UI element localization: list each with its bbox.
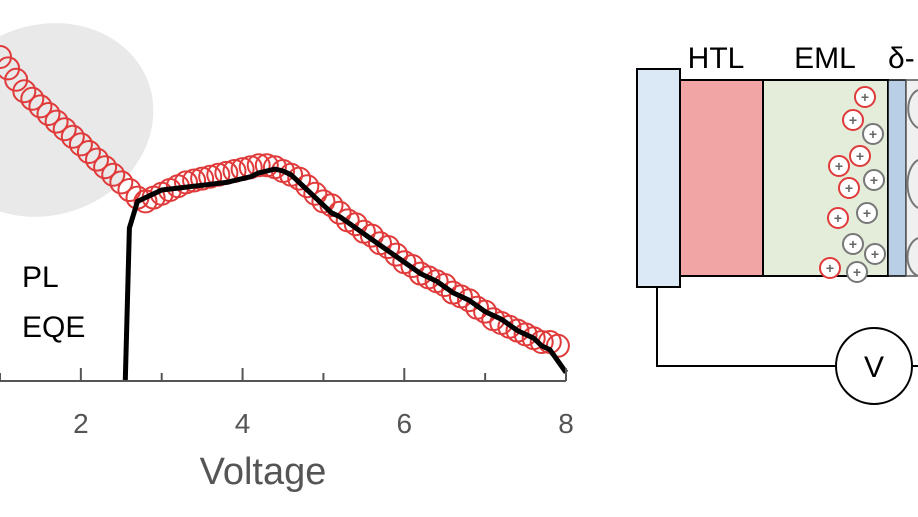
pl-data-point	[12, 79, 37, 104]
pl-data-point	[254, 153, 279, 178]
pl-data-point	[376, 235, 401, 259]
pl-data-point	[303, 181, 328, 206]
layer-label-eml: EML	[794, 42, 856, 75]
x-tick-label: 2	[73, 408, 89, 439]
pl-data-point	[44, 109, 69, 134]
positive-charge-icon: +	[854, 86, 876, 108]
positive-charge-icon: +	[842, 233, 864, 255]
pl-data-point	[60, 124, 85, 149]
svg-text:+: +	[849, 236, 857, 252]
pl-data-point	[68, 132, 93, 157]
pl-data-point	[400, 254, 425, 278]
dipole-outline	[906, 89, 918, 277]
pl-data-point	[457, 288, 481, 313]
positive-charge-icon: +	[846, 261, 868, 283]
pl-data-point	[198, 164, 223, 189]
positive-charge-icon: +	[849, 145, 871, 167]
x-axis-label: Voltage	[200, 451, 327, 493]
pl-data-point	[101, 162, 126, 187]
pl-data-point	[174, 170, 198, 195]
pl-data-point	[52, 117, 77, 142]
positive-charge-icon: +	[842, 109, 864, 131]
x-tick-label: 8	[558, 408, 574, 439]
pl-data-point	[76, 140, 101, 164]
pl-data-point	[93, 155, 118, 180]
svg-text:+: +	[826, 260, 834, 276]
pl-data-point	[28, 94, 53, 119]
svg-text:+: +	[856, 148, 864, 164]
layer-right	[905, 79, 918, 277]
electrode-left	[636, 68, 681, 288]
layer-delta	[887, 79, 907, 277]
positive-charge-icon: +	[864, 243, 886, 265]
voltmeter-label: V	[864, 351, 884, 384]
svg-text:+: +	[869, 126, 877, 142]
pl-data-point	[182, 168, 207, 193]
pl-data-point	[432, 273, 457, 297]
positive-charge-icon: +	[863, 169, 885, 191]
x-tick-label: 4	[235, 408, 251, 439]
layer-label-htl: HTL	[688, 42, 745, 75]
positive-charge-icon: +	[838, 177, 860, 199]
positive-charge-icon: +	[828, 155, 850, 177]
circuit-wire	[656, 287, 836, 367]
pl-data-point	[190, 166, 215, 191]
pl-data-point	[20, 86, 45, 111]
pl-data-point	[85, 147, 109, 172]
svg-text:+: +	[849, 112, 857, 128]
svg-text:+: +	[870, 172, 878, 188]
svg-text:+: +	[853, 264, 861, 280]
svg-text:+: +	[835, 158, 843, 174]
svg-text:+: +	[871, 246, 879, 262]
legend-label-eqe: EQE	[22, 311, 85, 344]
pl-data-point	[343, 212, 368, 237]
svg-text:+: +	[861, 89, 869, 105]
voltage-chart: 2 4 6 8 Voltage PL EQE	[0, 23, 574, 493]
pl-data-point	[117, 178, 142, 202]
pl-data-point	[384, 242, 409, 267]
positive-charge-icon: +	[862, 123, 884, 145]
positive-charge-icon: +	[856, 202, 878, 224]
eqe-series-line	[122, 166, 569, 381]
voltmeter-icon	[835, 327, 913, 405]
x-tick-label: 6	[396, 408, 412, 439]
svg-text:+: +	[834, 210, 842, 226]
device-schematic: HTL EML δ- ++++++++++++ + V	[636, 42, 918, 405]
legend-label-pl: PL	[22, 261, 59, 294]
pl-data-point	[295, 174, 320, 199]
pl-data-point	[109, 170, 134, 195]
layer-label-delta: δ-	[888, 42, 915, 75]
positive-charges: ++++++++++++ +	[819, 86, 886, 283]
pl-data-point	[36, 102, 61, 126]
layer-htl	[679, 79, 764, 277]
pl-data-point	[359, 223, 384, 248]
pl-data-point	[529, 330, 554, 354]
pl-data-point	[246, 153, 271, 178]
x-axis-ticks: 2 4 6 8	[0, 368, 574, 439]
pl-data-point	[473, 299, 498, 324]
svg-text:+: +	[863, 205, 871, 221]
positive-charge-icon: +	[827, 207, 849, 229]
svg-text:+: +	[845, 180, 853, 196]
pl-data-point	[287, 166, 312, 191]
positive-charge-icon: +	[819, 257, 841, 279]
